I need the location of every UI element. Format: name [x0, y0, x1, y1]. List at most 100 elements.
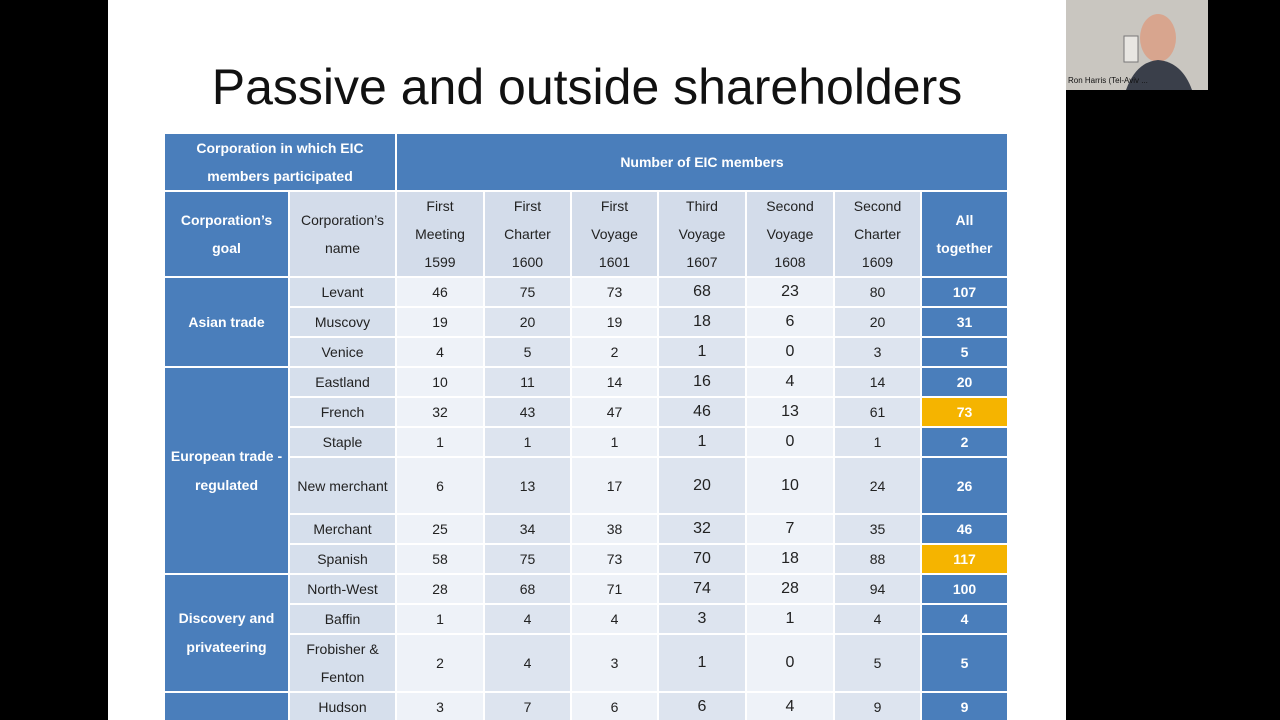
- table-cell: 1: [833, 426, 922, 458]
- table-cell: 46: [657, 396, 747, 428]
- table-cell: 4: [833, 603, 922, 635]
- table-cell: 18: [657, 306, 747, 338]
- table-cell: 9: [920, 691, 1009, 720]
- table-cell: 4: [483, 633, 572, 693]
- table-cell: 4: [745, 691, 835, 720]
- table-cell: 94: [833, 573, 922, 605]
- table-cell: 6: [395, 456, 485, 515]
- table-cell: 43: [483, 396, 572, 428]
- table-row: Baffin 1 4 4 3 1 4 4: [164, 603, 1009, 635]
- table-cell: 26: [920, 456, 1009, 515]
- table-cell: 7: [483, 691, 572, 720]
- table-cell: Second Voyage 1608: [745, 190, 835, 278]
- table-row: European trade - regulated Eastland 10 11 14…: [163, 366, 1009, 575]
- table-row: Asian trade Levant 46 75 73 68 23 80 107: [163, 276, 1009, 368]
- table-cell: 74: [657, 573, 747, 605]
- table-cell: Spanish: [288, 543, 397, 575]
- table-cell: 25: [395, 513, 485, 545]
- data-table: Corporation in which EIC members partici…: [163, 132, 1009, 720]
- table-cell: Merchant: [288, 513, 397, 545]
- table-cell: 61: [833, 396, 922, 428]
- table-cell: 4: [920, 603, 1009, 635]
- table-cell: 4: [483, 603, 572, 635]
- table-cell: 80: [833, 276, 922, 308]
- table-cell: 1: [657, 426, 747, 458]
- participant-name: Ron Harris (Tel-Aviv ...: [1068, 76, 1148, 85]
- table-cell: 35: [833, 513, 922, 545]
- table-row: New merchant 6 13 17 20 10 24 26: [164, 456, 1009, 515]
- table-cell: 75: [483, 543, 572, 575]
- table-cell: Asian trade: [163, 276, 290, 368]
- table-cell: 1: [395, 426, 485, 458]
- table-cell: 1: [570, 426, 659, 458]
- table-row: Muscovy 19 20 19 18 6 20 31: [164, 306, 1009, 338]
- table-cell: Second Charter 1609: [833, 190, 922, 278]
- table-cell: 2: [920, 426, 1009, 458]
- table-cell: Levant: [288, 276, 397, 308]
- table-cell: French: [288, 396, 397, 428]
- table-cell: 32: [395, 396, 485, 428]
- table-cell: 9: [833, 691, 922, 720]
- table-cell: 73: [920, 396, 1009, 428]
- table-cell: 24: [833, 456, 922, 515]
- table-cell: New merchant: [288, 456, 397, 515]
- video-tile[interactable]: Ron Harris (Tel-Aviv ...: [1066, 0, 1208, 90]
- table-cell: 1: [395, 603, 485, 635]
- table-cell: 117: [920, 543, 1009, 575]
- table-cell: 2: [395, 633, 485, 693]
- table-cell: 73: [570, 543, 659, 575]
- table-cell: 28: [745, 573, 835, 605]
- table-cell: 4: [570, 603, 659, 635]
- table-cell: 75: [483, 276, 572, 308]
- table-cell: 7: [745, 513, 835, 545]
- table-row: Staple 1 1 1 1 0 1 2: [164, 426, 1009, 458]
- table-cell: 5: [833, 633, 922, 693]
- table-cell: 88: [833, 543, 922, 575]
- table-cell: Eastland: [288, 366, 397, 398]
- table-cell: 58: [395, 543, 485, 575]
- table-cell: 20: [920, 366, 1009, 398]
- table-cell: 19: [395, 306, 485, 338]
- table-cell: 13: [483, 456, 572, 515]
- table-cell: Muscovy: [288, 306, 397, 338]
- table-row: Discovery and privateering North-West 28 68…: [163, 573, 1009, 693]
- table-cell: 0: [745, 633, 835, 693]
- table-row: Merchant 25 34 38 32 7 35 46: [164, 513, 1009, 545]
- table-cell: 6: [657, 691, 747, 720]
- table-cell: 32: [657, 513, 747, 545]
- table-cell: 100: [920, 573, 1009, 605]
- table-row: French 32 43 47 46 13 61 73: [164, 396, 1009, 428]
- table-cell: 47: [570, 396, 659, 428]
- table-cell: 6: [745, 306, 835, 338]
- table-cell: 1: [745, 603, 835, 635]
- table-cell: 19: [570, 306, 659, 338]
- table-cell: [163, 691, 290, 720]
- slide-title: Passive and outside shareholders: [211, 59, 963, 115]
- table-cell: 46: [920, 513, 1009, 545]
- table-cell: 71: [570, 573, 659, 605]
- table-cell: Discovery and privateering: [163, 573, 290, 693]
- table-cell: 11: [483, 366, 572, 398]
- table-row: Corporation’s goal Corporation’s name Firs…: [163, 190, 1009, 278]
- table-cell: All together: [920, 190, 1009, 278]
- table-cell: 20: [483, 306, 572, 338]
- table-cell: Baffin: [288, 603, 397, 635]
- table-cell: 1: [657, 336, 747, 368]
- table-cell: 68: [483, 573, 572, 605]
- table-cell: 0: [745, 426, 835, 458]
- table-cell: Venice: [288, 336, 397, 368]
- table-cell: 46: [395, 276, 485, 308]
- table-cell: 3: [570, 633, 659, 693]
- table-cell: First Meeting 1599: [395, 190, 485, 278]
- table-cell: European trade - regulated: [163, 366, 290, 575]
- table-cell: First Charter 1600: [483, 190, 572, 278]
- table-cell: 14: [570, 366, 659, 398]
- table-cell: 18: [745, 543, 835, 575]
- table-cell: 14: [833, 366, 922, 398]
- table-cell: 20: [657, 456, 747, 515]
- table-cell: 20: [833, 306, 922, 338]
- table-cell: 23: [745, 276, 835, 308]
- table-cell: Hudson: [288, 691, 397, 720]
- table-cell: 73: [570, 276, 659, 308]
- table-cell: 4: [395, 336, 485, 368]
